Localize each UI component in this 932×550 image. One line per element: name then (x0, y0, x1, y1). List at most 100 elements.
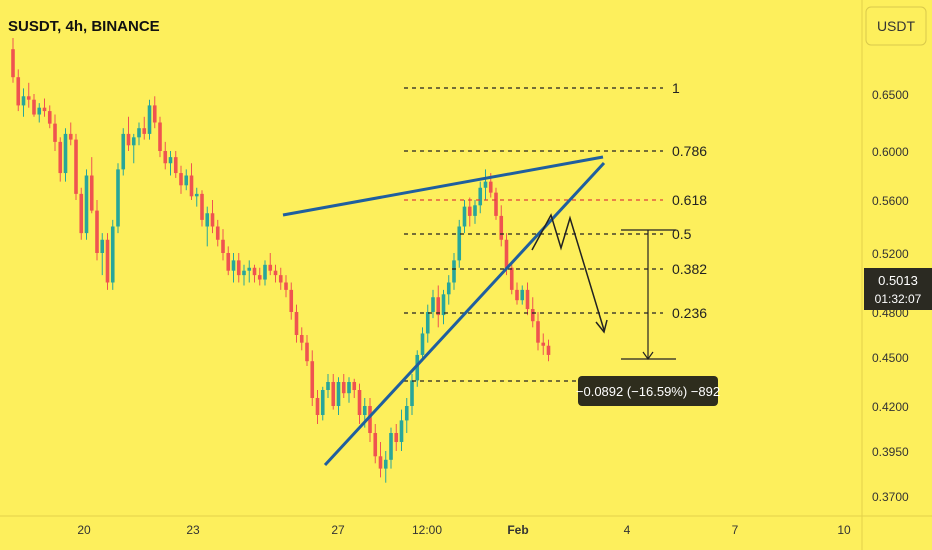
candle-body (200, 193, 204, 220)
candle (336, 377, 341, 415)
candle (425, 304, 430, 343)
candle-body (436, 297, 441, 316)
candle (299, 327, 304, 351)
candle (179, 165, 183, 194)
candle (383, 451, 388, 483)
candle (173, 151, 178, 178)
candle-body (79, 193, 84, 234)
candle (210, 200, 215, 234)
candle (378, 442, 383, 478)
candle-body (110, 226, 115, 283)
candle-body (488, 181, 493, 193)
candle (294, 304, 299, 343)
candle (100, 233, 105, 276)
candle (137, 122, 141, 146)
candle (21, 88, 26, 117)
projection-path[interactable] (531, 213, 605, 331)
fib-level-label: 0.786 (672, 143, 707, 159)
candle (273, 264, 278, 283)
candle (467, 197, 472, 227)
measure-label: −0.0892 (−16.59%) −892 (576, 384, 720, 399)
current-price-tag (864, 268, 932, 310)
candle-body (189, 175, 194, 197)
fib-level-label: 0.382 (672, 261, 707, 277)
candle-body (205, 213, 210, 227)
candle-body (42, 107, 47, 112)
candle-body (536, 321, 540, 343)
candle (37, 103, 42, 123)
candle-body (347, 382, 351, 394)
candle (200, 190, 204, 227)
wedge-lower-trendline[interactable] (323, 161, 606, 467)
price-tick-label: 0.6000 (872, 145, 909, 159)
candle (289, 282, 294, 320)
candle-body (231, 260, 236, 271)
candle (352, 378, 357, 398)
symbol-title[interactable]: SUSDT, 4h, BINANCE (8, 18, 160, 35)
candle (452, 253, 456, 290)
candle (404, 398, 409, 433)
candles (11, 38, 551, 483)
candle-body (47, 111, 52, 124)
candle-body (473, 205, 477, 216)
candle-body (320, 390, 325, 415)
time-tick-label: 10 (837, 523, 851, 537)
candle-body (278, 275, 283, 283)
candle (226, 246, 231, 276)
candle (315, 390, 320, 424)
bar-countdown: 01:32:07 (875, 292, 922, 306)
candle (284, 275, 288, 298)
candle-body (152, 105, 157, 123)
candle (389, 427, 393, 469)
candle (84, 169, 89, 240)
time-tick-label: 4 (624, 523, 631, 537)
candle-body (268, 264, 273, 271)
fib-level-label: 0.618 (672, 192, 707, 208)
candle-body (74, 139, 78, 194)
candle-body (168, 157, 173, 164)
candle (131, 133, 136, 164)
candle (436, 285, 441, 328)
time-axis[interactable]: 20 23 27 12:00 Feb 4 7 10 (77, 523, 851, 537)
candle-body (95, 210, 99, 253)
candle (320, 386, 325, 421)
fib-level-label: 1 (672, 80, 680, 96)
candle (231, 253, 236, 283)
candle (357, 383, 362, 424)
candle-body (462, 206, 467, 227)
candle-body (310, 361, 315, 398)
candle-body (26, 96, 31, 100)
candle-body (431, 297, 435, 312)
candle-body (546, 345, 551, 355)
price-tick-label: 0.6500 (872, 88, 909, 102)
currency-badge[interactable] (865, 6, 927, 46)
candle-body (273, 270, 278, 276)
wedge-upper-trendline[interactable] (282, 155, 604, 217)
candle (347, 377, 351, 403)
candle-body (147, 105, 152, 134)
candle-body (378, 456, 383, 469)
candle-body (37, 107, 42, 115)
candle (53, 114, 57, 151)
time-tick-label: 12:00 (412, 523, 442, 537)
candle-body (420, 333, 425, 355)
candle (105, 233, 110, 290)
price-axis[interactable]: 0.65000.60000.56000.52000.48000.45000.42… (872, 88, 909, 504)
candle (341, 374, 346, 398)
candle-body (446, 282, 451, 295)
candle-body (11, 49, 15, 78)
candle (373, 424, 378, 464)
candle (205, 206, 210, 247)
candle-body (184, 175, 189, 186)
candle (68, 122, 73, 146)
projection-arrowhead (595, 319, 608, 334)
candle-body (137, 128, 141, 138)
candle (394, 424, 399, 451)
candle-body (494, 192, 498, 216)
candle-body (394, 433, 399, 442)
candle-body (504, 239, 509, 268)
candle-body (294, 312, 299, 335)
candle-body (252, 267, 257, 276)
